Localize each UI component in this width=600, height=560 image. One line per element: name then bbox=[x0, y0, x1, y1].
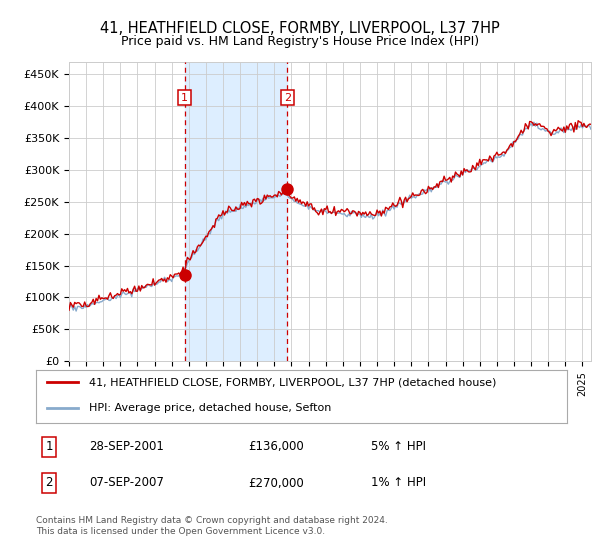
Text: 07-SEP-2007: 07-SEP-2007 bbox=[89, 477, 164, 489]
Text: 41, HEATHFIELD CLOSE, FORMBY, LIVERPOOL, L37 7HP (detached house): 41, HEATHFIELD CLOSE, FORMBY, LIVERPOOL,… bbox=[89, 377, 496, 388]
Text: £270,000: £270,000 bbox=[248, 477, 304, 489]
Text: 28-SEP-2001: 28-SEP-2001 bbox=[89, 440, 164, 454]
Bar bbox=[185, 62, 287, 361]
Text: £136,000: £136,000 bbox=[248, 440, 304, 454]
Text: 5% ↑ HPI: 5% ↑ HPI bbox=[371, 440, 425, 454]
Text: Price paid vs. HM Land Registry's House Price Index (HPI): Price paid vs. HM Land Registry's House … bbox=[121, 35, 479, 48]
Text: 1: 1 bbox=[46, 440, 53, 454]
Text: Contains HM Land Registry data © Crown copyright and database right 2024.
This d: Contains HM Land Registry data © Crown c… bbox=[36, 516, 388, 536]
Text: 1% ↑ HPI: 1% ↑ HPI bbox=[371, 477, 425, 489]
Text: 1: 1 bbox=[181, 92, 188, 102]
Text: 41, HEATHFIELD CLOSE, FORMBY, LIVERPOOL, L37 7HP: 41, HEATHFIELD CLOSE, FORMBY, LIVERPOOL,… bbox=[100, 21, 500, 36]
Text: HPI: Average price, detached house, Sefton: HPI: Average price, detached house, Seft… bbox=[89, 403, 331, 413]
Text: 2: 2 bbox=[284, 92, 291, 102]
Text: 2: 2 bbox=[46, 477, 53, 489]
